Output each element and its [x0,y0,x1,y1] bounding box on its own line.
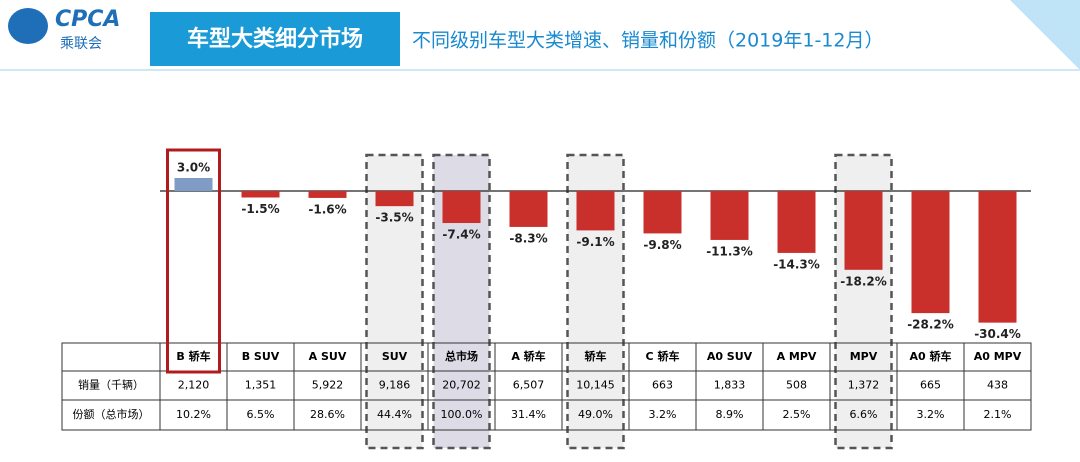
category-label: A0 轿车 [910,349,952,363]
table-cell: 1,372 [848,379,880,392]
value-label: -14.3% [773,257,820,271]
logo-mark [8,8,48,44]
title: 车型大类细分市场 [187,26,363,52]
subtitle: 不同级别车型大类增速、销量和份额（2019年1-12月） [412,30,883,52]
bar [174,178,213,191]
table-cell: 20,702 [442,379,481,392]
value-label: -7.4% [442,228,480,242]
table-cell: 6.6% [850,408,878,421]
bar [643,191,682,234]
table-cell: 2,120 [178,379,210,392]
value-label: -8.3% [509,231,547,245]
category-label: B SUV [242,350,280,363]
row-label: 销量（千辆） [78,378,144,392]
bar [576,191,615,231]
category-label: C 轿车 [646,349,680,363]
value-label: -30.4% [974,327,1021,341]
category-label: B 轿车 [176,349,210,363]
value-label: -18.2% [840,274,887,288]
bar [978,191,1017,323]
category-label: SUV [382,350,408,363]
category-label: A 轿车 [511,349,545,363]
category-label: A MPV [777,350,817,363]
table-cell: 44.4% [377,408,412,421]
logo-text: CPCA [55,7,120,32]
table-cell: 6,507 [513,379,545,392]
value-label: -9.8% [643,238,681,252]
category-label: MPV [850,350,878,363]
value-label: 3.0% [177,161,210,175]
category-label: A SUV [309,350,347,363]
table-cell: 438 [987,379,1008,392]
row-label: 份额（总市场） [73,407,150,421]
bar [442,191,481,224]
value-label: -9.1% [576,235,614,249]
table-cell: 5,922 [312,379,344,392]
table-cell: 28.6% [310,408,345,421]
category-label: 总市场 [445,349,478,363]
table-cell: 6.5% [247,408,275,421]
bar [509,191,548,227]
table-cell: 663 [652,379,673,392]
value-label: -3.5% [375,211,413,225]
bar [710,191,749,240]
value-label: -11.3% [706,244,753,258]
table-cell: 2.1% [984,408,1012,421]
table-cell: 665 [920,379,941,392]
solid-highlight [166,148,221,374]
title-band [150,12,400,66]
value-label: -1.5% [241,202,279,216]
bar [308,191,347,198]
category-label: A0 SUV [707,350,753,363]
table-cell: 10,145 [576,379,615,392]
table-cell: 100.0% [441,408,483,421]
table-cell: 31.4% [511,408,546,421]
table-cell: 9,186 [379,379,411,392]
category-label: A0 MPV [974,350,1022,363]
logo-sub: 乘联会 [60,36,102,52]
table-cell: 10.2% [176,408,211,421]
table-cell: 3.2% [917,408,945,421]
value-label: -1.6% [308,202,346,216]
category-label: 轿车 [585,349,607,363]
value-label: -28.2% [907,318,954,332]
bar [777,191,816,253]
plot: 销量（千辆） 份额（总市场） 3.0% B 轿车 2,120 10.2% -1.5% B SU… [61,148,1032,431]
table-cell: 1,833 [714,379,746,392]
bar [911,191,950,314]
table-cell: 1,351 [245,379,277,392]
corner-decoration [1010,0,1080,70]
table-cell: 3.2% [649,408,677,421]
bar [241,191,280,198]
table-cell: 508 [786,379,807,392]
bar [375,191,414,207]
table-cell: 2.5% [783,408,811,421]
table-cell: 8.9% [716,408,744,421]
bar [844,191,883,270]
table-cell: 49.0% [578,408,613,421]
